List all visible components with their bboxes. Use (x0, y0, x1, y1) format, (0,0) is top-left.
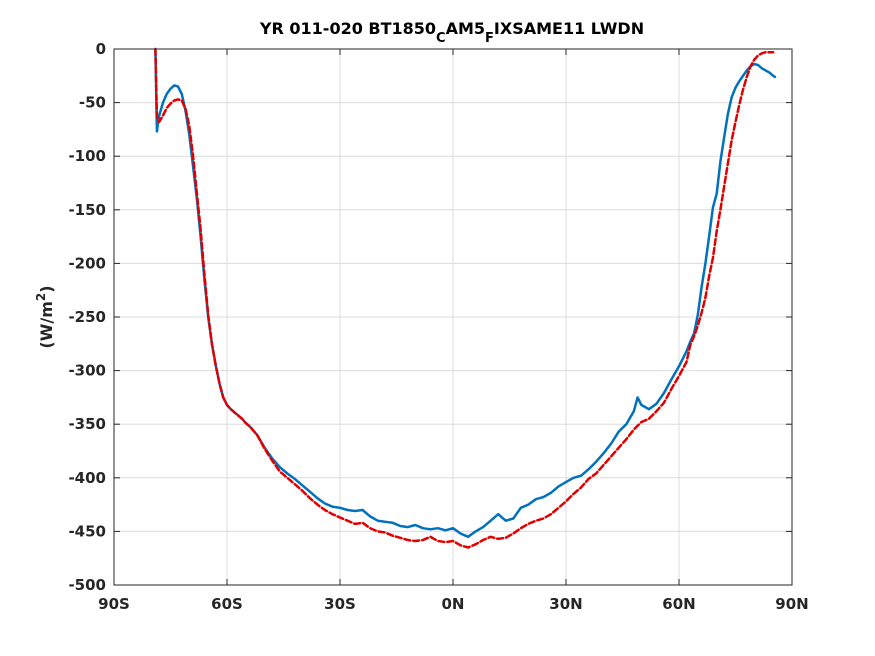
y-tick-label: -400 (68, 469, 106, 487)
y-tick-label: -450 (68, 522, 106, 540)
y-tick-label: -250 (68, 308, 106, 326)
series-layer (154, 47, 777, 549)
x-tick-label: 30S (324, 595, 356, 613)
y-tick-label: -50 (79, 94, 106, 112)
title-suffix: IXSAME11 LWDN (494, 19, 644, 38)
series-line-2 (154, 47, 775, 549)
y-tick-label: 0 (96, 40, 106, 58)
x-tick-label: 0N (442, 595, 465, 613)
title-subscript-2: F (485, 31, 494, 46)
x-tick-label: 60N (662, 595, 695, 613)
y-tick-label: -300 (68, 362, 106, 380)
title-middle: AM5 (446, 19, 485, 38)
y-axis-label: (W/m2) (34, 285, 56, 348)
y-tick-label: -500 (68, 576, 106, 594)
y-tick-label: -350 (68, 415, 106, 433)
x-tick-label: 30N (549, 595, 582, 613)
x-tick-label: 90N (775, 595, 808, 613)
y-tick-label: -100 (68, 147, 106, 165)
ticks-layer: 90S 60S 30S 0N 30N 60N 90N 0 -50 -100 -150 -200 -250… (68, 40, 808, 613)
ylabel-superscript: 2 (34, 293, 48, 301)
title-prefix: YR 011-020 BT1850 (259, 19, 436, 38)
ylabel-main: (W/m (37, 301, 56, 348)
y-tick-label: -200 (68, 254, 106, 272)
ylabel-close: ) (37, 285, 56, 292)
y-tick-label: -150 (68, 201, 106, 219)
chart-title: YR 011-020 BT1850CAM5FIXSAME11 LWDN (259, 19, 644, 46)
x-tick-label: 90S (98, 595, 130, 613)
title-subscript-1: C (436, 31, 446, 46)
x-tick-label: 60S (211, 595, 243, 613)
